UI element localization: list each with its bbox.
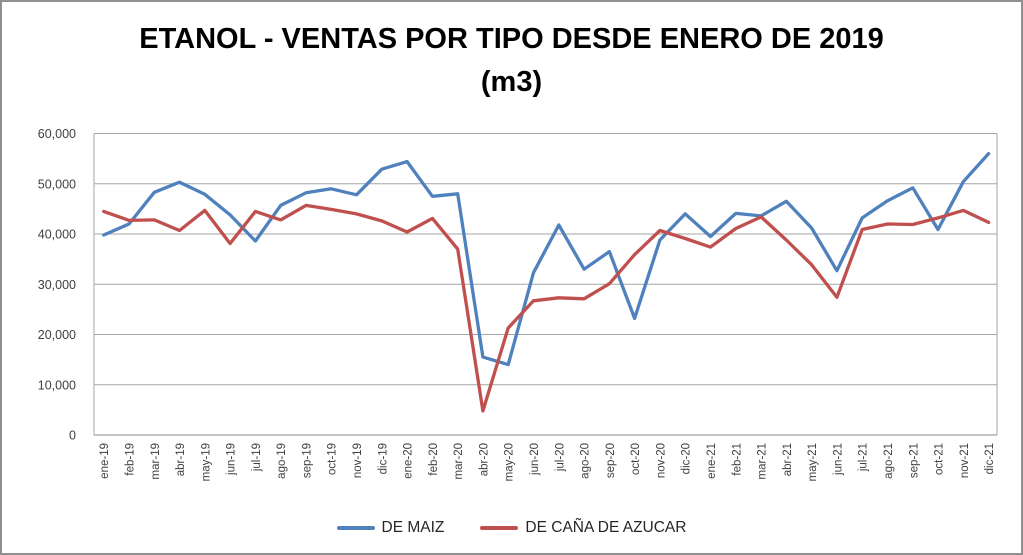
y-axis-tick-label: 20,000 — [38, 328, 76, 342]
y-axis-tick-label: 10,000 — [38, 378, 76, 392]
x-axis-tick-label: sep-20 — [605, 443, 617, 478]
legend: DE MAIZ DE CAÑA DE AZUCAR — [2, 519, 1021, 537]
series-line-maiz — [102, 151, 991, 367]
x-axis-tick-label: abr-20 — [478, 443, 490, 476]
x-axis-tick-label: mar-21 — [757, 443, 769, 479]
legend-line-swatch — [480, 526, 519, 530]
x-axis-tick-label: oct-21 — [934, 443, 946, 475]
y-axis-tick-label: 30,000 — [38, 278, 76, 292]
y-axis-tick-label: 60,000 — [38, 127, 76, 141]
x-axis-tick-label: may-21 — [807, 443, 819, 481]
x-axis-tick-label: feb-20 — [428, 443, 440, 476]
x-axis-tick-label: ene-19 — [99, 443, 111, 479]
x-axis-tick-label: may-20 — [504, 443, 516, 481]
x-axis-tick-label: jun-19 — [226, 443, 238, 476]
x-axis-tick-label: mar-19 — [150, 443, 162, 479]
x-axis-tick-label: ene-20 — [403, 443, 415, 479]
x-axis-tick-label: may-19 — [200, 443, 212, 481]
x-axis-tick-label: jul-21 — [858, 443, 870, 472]
x-axis-tick-label: dic-20 — [681, 443, 693, 474]
y-axis-tick-label: 0 — [69, 429, 76, 443]
series-line-cana — [102, 203, 991, 413]
x-axis-tick-label: jul-19 — [251, 443, 263, 472]
x-axis-tick-label: jun-21 — [832, 443, 844, 476]
legend-item-cana: DE CAÑA DE AZUCAR — [480, 519, 686, 537]
x-axis-tick-label: feb-21 — [731, 443, 743, 476]
x-axis-tick-label: nov-21 — [959, 443, 971, 478]
chart-title: ETANOL - VENTAS POR TIPO DESDE ENERO DE … — [2, 18, 1021, 104]
x-axis-tick-label: oct-19 — [327, 443, 339, 475]
legend-item-maiz: DE MAIZ — [336, 519, 445, 537]
x-axis-tick-label: sep-19 — [301, 443, 313, 478]
legend-line-swatch — [336, 526, 375, 530]
x-axis-tick-label: ene-21 — [706, 443, 718, 479]
x-axis-tick-label: oct-20 — [630, 443, 642, 475]
legend-item-label: DE MAIZ — [381, 519, 445, 536]
x-axis-tick-label: abr-21 — [782, 443, 794, 476]
x-axis-tick-label: jun-20 — [529, 443, 541, 476]
x-axis-tick-label: dic-21 — [984, 443, 996, 474]
x-axis-tick-label: ago-21 — [883, 443, 895, 479]
y-axis-tick-label: 40,000 — [38, 228, 76, 242]
x-axis-tick-label: ago-20 — [580, 443, 592, 479]
x-axis-tick-label: feb-19 — [124, 443, 136, 476]
y-axis-tick-label: 50,000 — [38, 177, 76, 191]
x-axis-tick-label: ago-19 — [276, 443, 288, 479]
x-axis-tick-label: nov-20 — [655, 443, 667, 478]
legend-item-label: DE CAÑA DE AZUCAR — [525, 519, 687, 536]
chart-title-line1: ETANOL - VENTAS POR TIPO DESDE ENERO DE … — [139, 23, 884, 55]
x-axis-tick-label: nov-19 — [352, 443, 364, 478]
x-axis-tick-label: sep-21 — [908, 443, 920, 478]
x-axis-tick-label: mar-20 — [453, 443, 465, 479]
x-axis-tick-label: dic-19 — [377, 443, 389, 474]
x-axis-tick-label: abr-19 — [175, 443, 187, 476]
chart-title-line2: (m3) — [480, 66, 543, 98]
x-axis-tick-label: jul-20 — [554, 443, 566, 472]
